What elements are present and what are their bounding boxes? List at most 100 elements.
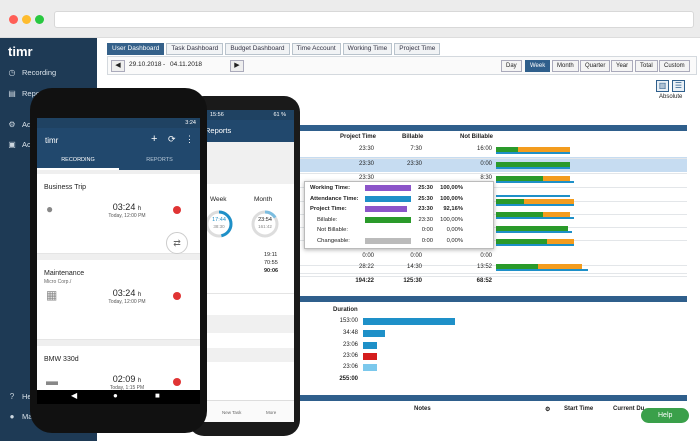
month-ring-chart bbox=[251, 210, 279, 238]
billable-bar bbox=[496, 162, 570, 167]
tab-task-dashboard[interactable]: Task Dashboard bbox=[166, 43, 224, 55]
tooltip-bar bbox=[365, 237, 411, 244]
building-icon: ▦ bbox=[46, 288, 58, 302]
report-figure: 70:55 bbox=[264, 260, 278, 266]
section-header-band bbox=[197, 296, 687, 302]
stop-recording-button[interactable] bbox=[173, 206, 181, 214]
task-customer: Micro Corp./ bbox=[44, 279, 72, 285]
tooltip-row: Working Time: 25:30 100,00% bbox=[307, 184, 493, 193]
week-ring-value: 17:44 bbox=[212, 217, 226, 223]
period-day-button[interactable]: Day bbox=[501, 60, 522, 72]
period-month-button[interactable]: Month bbox=[552, 60, 579, 72]
billable-bar bbox=[496, 199, 524, 204]
report-figure-total: 90:06 bbox=[264, 268, 279, 274]
date-to[interactable]: 04.11.2018 bbox=[170, 61, 203, 68]
account-icon: ▣ bbox=[8, 140, 16, 149]
new-task-tab[interactable]: New Task bbox=[222, 410, 242, 415]
attendance-bar bbox=[496, 181, 574, 183]
close-dot-icon[interactable] bbox=[9, 15, 18, 24]
add-icon[interactable]: + bbox=[151, 133, 158, 145]
tooltip-row: Attendance Time: 25:30 100,00% bbox=[307, 195, 493, 204]
nav-recents-icon[interactable]: ■ bbox=[155, 391, 160, 400]
more-vert-icon[interactable]: ⋮ bbox=[185, 134, 194, 144]
period-custom-button[interactable]: Custom bbox=[659, 60, 690, 72]
duration-value: 34:48 bbox=[342, 330, 358, 336]
prev-period-button[interactable]: ◀ bbox=[111, 60, 125, 72]
attendance-bar bbox=[496, 195, 570, 197]
task-duration-unit: h bbox=[137, 206, 142, 212]
dashboard-tabs: User Dashboard Task Dashboard Budget Das… bbox=[107, 43, 442, 55]
tooltip-percent: 0,00% bbox=[446, 237, 463, 244]
task-duration: 03:24 bbox=[112, 202, 136, 212]
tab-reports[interactable]: REPORTS bbox=[146, 157, 173, 163]
tab-project-time[interactable]: Project Time bbox=[394, 43, 441, 55]
not-billable-bar bbox=[543, 176, 570, 181]
next-period-button[interactable]: ▶ bbox=[230, 60, 244, 72]
tab-time-account[interactable]: Time Account bbox=[291, 43, 341, 55]
period-total-button[interactable]: Total bbox=[635, 60, 658, 72]
sidebar-item-reports[interactable]: ▤ Reports bbox=[0, 85, 97, 103]
duration-value: 23:06 bbox=[342, 353, 358, 359]
tooltip-percent: 0,00% bbox=[446, 227, 463, 233]
help-button[interactable]: Help bbox=[641, 408, 689, 423]
nav-back-icon[interactable]: ◀ bbox=[71, 391, 78, 400]
attendance-bar bbox=[496, 269, 588, 271]
table-cell-billable: 14:30 bbox=[406, 264, 422, 270]
url-bar[interactable] bbox=[54, 11, 694, 28]
tooltip-time: 23:30 bbox=[418, 206, 433, 212]
status-bar: 15:56 61 % bbox=[194, 110, 294, 120]
month-ring-value: 23:54 bbox=[258, 217, 272, 223]
sidebar-item-user[interactable]: ● Ma bbox=[0, 408, 97, 426]
help-label: Help bbox=[658, 412, 673, 419]
stop-recording-button[interactable] bbox=[173, 292, 181, 300]
tab-working-time[interactable]: Working Time bbox=[342, 43, 393, 55]
week-ring-chart bbox=[205, 210, 233, 238]
sidebar-item-help[interactable]: ? He bbox=[0, 388, 97, 406]
sidebar-item-recording[interactable]: ◷ Recording bbox=[0, 64, 97, 82]
attendance-bar bbox=[496, 244, 574, 246]
billable-bar bbox=[496, 239, 547, 244]
chart-view-icon[interactable]: ▥ bbox=[656, 80, 669, 92]
tab-budget-dashboard[interactable]: Budget Dashboard bbox=[225, 43, 290, 55]
nav-home-icon[interactable]: ● bbox=[113, 391, 118, 400]
sidebar-item-label: Recording bbox=[22, 68, 57, 77]
billable-bar bbox=[496, 212, 543, 217]
column-header-notes: Notes bbox=[414, 406, 431, 412]
task-card[interactable]: Maintenance Micro Corp./ ▦ 03:24 h Today, 12… bbox=[37, 260, 200, 340]
week-ring-target: 38:30 bbox=[213, 224, 225, 229]
tab-recording[interactable]: RECORDING bbox=[61, 157, 95, 163]
app-logo: timr bbox=[8, 44, 33, 59]
date-from[interactable]: 29.10.2018 bbox=[129, 61, 162, 68]
sidebar-item-admin[interactable]: ⚙ Ad bbox=[0, 116, 97, 134]
attendance-bar bbox=[496, 167, 570, 169]
sidebar-item-label: Ma bbox=[22, 412, 33, 421]
stop-recording-button[interactable] bbox=[173, 378, 181, 386]
switch-task-icon[interactable]: ⇄ bbox=[166, 232, 188, 254]
period-week-button[interactable]: Week bbox=[525, 60, 551, 72]
task-name: Maintenance bbox=[44, 270, 85, 277]
table-cell-project-time: 28:22 bbox=[358, 264, 374, 270]
table-cell-project-time: 0:00 bbox=[362, 253, 374, 259]
person-icon: ● bbox=[46, 202, 54, 216]
list-view-icon[interactable]: ☰ bbox=[672, 80, 685, 92]
tooltip-row: Not Billable: 0:00 0,00% bbox=[307, 226, 493, 235]
minimize-dot-icon[interactable] bbox=[22, 15, 31, 24]
sync-icon[interactable]: ⟳ bbox=[168, 134, 176, 144]
tooltip-label: Billable: bbox=[317, 216, 338, 223]
column-header-billable: Billable bbox=[402, 134, 424, 140]
app-toolbar: timr + ⟳ ⋮ RECORDING REPORTS bbox=[37, 128, 200, 170]
duration-bar bbox=[363, 364, 377, 371]
settings-icon[interactable]: ⚙ bbox=[545, 407, 551, 413]
tooltip-label: Attendance Time: bbox=[310, 195, 359, 202]
period-quarter-button[interactable]: Quarter bbox=[580, 60, 611, 72]
selected-table-row[interactable] bbox=[300, 157, 687, 172]
maximize-dot-icon[interactable] bbox=[35, 15, 44, 24]
period-year-button[interactable]: Year bbox=[611, 60, 634, 72]
duration-bar bbox=[363, 318, 455, 325]
sidebar-item-account[interactable]: ▣ Ac bbox=[0, 136, 97, 154]
app-title: timr bbox=[45, 136, 59, 145]
tab-user-dashboard[interactable]: User Dashboard bbox=[107, 43, 165, 55]
more-tab[interactable]: More bbox=[266, 410, 277, 415]
total-billable: 125:30 bbox=[403, 278, 422, 284]
column-header-project-time: Project Time bbox=[340, 134, 376, 140]
